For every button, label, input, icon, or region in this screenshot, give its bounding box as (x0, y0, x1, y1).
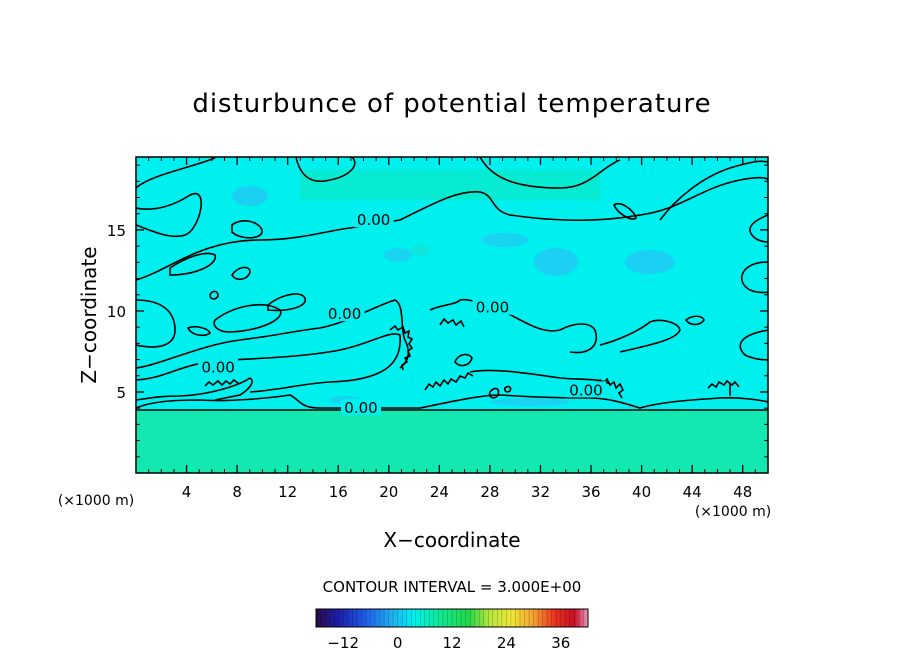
contour-label-halo (472, 298, 513, 315)
contour-line (454, 353, 473, 367)
contour-label-halo (353, 211, 394, 228)
contour-label: 0.00 (476, 299, 509, 317)
contour-line (136, 394, 768, 409)
contour-labels: 0.00 0.00 0.00 0.00 0.00 0.00 (198, 211, 606, 417)
contour-label-halo (324, 305, 365, 322)
x-axis: 4 8 12 16 20 24 28 32 36 40 44 48 (148, 157, 756, 501)
chart-title: disturbunce of potential temperature (192, 89, 711, 119)
y-tick-label: 5 (116, 384, 126, 402)
x-unit-right: (×1000 m) (695, 504, 771, 520)
contour-line (439, 317, 465, 328)
contour-line (209, 290, 219, 300)
contour-line (295, 157, 356, 182)
field-lower-layer (136, 410, 768, 473)
colorbar: −12 0 12 24 36 (315, 608, 589, 652)
field-patch (481, 233, 529, 247)
x-tick-label: 24 (430, 483, 449, 501)
colorbar-tick-label: −12 (327, 634, 359, 652)
field-patch (534, 248, 578, 276)
contour-line (136, 192, 202, 238)
contour-line (136, 299, 410, 369)
contour-line (267, 293, 306, 312)
contour-line (740, 261, 768, 294)
x-tick-label: 44 (683, 483, 702, 501)
colorbar-fill (316, 609, 588, 627)
colorbar-ticks: −12 0 12 24 36 (327, 634, 570, 652)
contour-line (479, 157, 621, 189)
contour-line (136, 299, 176, 348)
contour-line (231, 266, 251, 281)
contour-label-halo (565, 381, 606, 398)
contour-line (429, 298, 597, 354)
x-tick-label: 28 (480, 483, 499, 501)
contour-line (469, 369, 611, 385)
colorbar-tick-label: 12 (442, 634, 461, 652)
contour-line (169, 252, 216, 276)
x-tick-label: 36 (581, 483, 600, 501)
colorbar-stripes (320, 609, 584, 627)
contour-line (213, 304, 282, 333)
contour-line (599, 319, 681, 353)
x-unit-left: (×1000 m) (58, 493, 134, 509)
contour-label: 0.00 (328, 305, 361, 323)
contour-line (613, 202, 637, 220)
contour-label: 0.00 (357, 211, 390, 229)
contour-label: 0.00 (344, 399, 377, 417)
y-tick-label: 10 (107, 303, 126, 321)
contour-line (504, 385, 512, 393)
contour-label-halo (198, 358, 239, 375)
contour-line (136, 176, 768, 281)
x-tick-label: 32 (531, 483, 550, 501)
field-patch (490, 398, 570, 406)
x-axis-label: X−coordinate (383, 528, 520, 552)
contour-line (389, 324, 414, 371)
contour-line (231, 220, 263, 239)
contour-line (684, 315, 705, 326)
contour-line (659, 160, 768, 221)
x-tick-label: 48 (733, 483, 752, 501)
contour-line (204, 378, 240, 387)
x-tick-label: 20 (379, 483, 398, 501)
colorbar-frame (315, 608, 589, 628)
contour-line (136, 377, 253, 401)
contour-label: 0.00 (201, 359, 234, 377)
x-tick-label: 16 (329, 483, 348, 501)
colorbar-tick-label: 36 (551, 634, 570, 652)
x-tick-label: 4 (182, 483, 192, 501)
field-patch (625, 250, 675, 274)
contour-label: 0.00 (569, 381, 602, 399)
field-patch (384, 248, 412, 262)
x-tick-label: 40 (632, 483, 651, 501)
contour-lines (136, 157, 768, 411)
field-patch (410, 244, 430, 256)
contour-label-halo (340, 399, 381, 416)
x-tick-label: 8 (232, 483, 242, 501)
x-tick-label: 12 (278, 483, 297, 501)
contour-line (136, 157, 216, 189)
contour-interval: CONTOUR INTERVAL = 3.000E+00 (323, 578, 582, 596)
contour-line (186, 326, 211, 337)
field-upper-band (300, 170, 600, 200)
contour-line (424, 371, 474, 391)
y-axis-label: Z−coordinate (77, 246, 101, 383)
y-axis: 5 10 15 (107, 164, 768, 458)
contour-line (707, 379, 740, 389)
field-patch (232, 186, 268, 206)
y-tick-label: 15 (107, 222, 126, 240)
contour-line (749, 214, 768, 243)
colorbar-tick-label: 24 (497, 634, 516, 652)
colorbar-tick-label: 0 (393, 634, 403, 652)
